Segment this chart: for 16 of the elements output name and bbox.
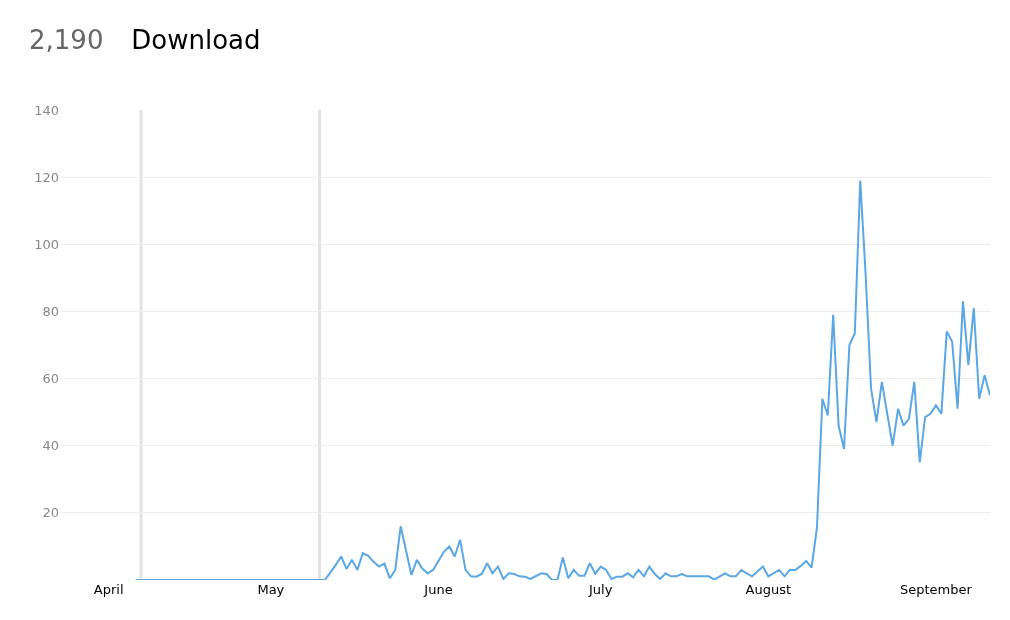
- chart-title: Download: [131, 25, 261, 56]
- x-tick-label: September: [900, 582, 973, 597]
- y-tick-label: 120: [34, 169, 59, 185]
- y-tick-label: 60: [42, 371, 59, 387]
- x-tick-label: August: [745, 582, 792, 597]
- y-tick-label: 80: [42, 303, 59, 319]
- y-tick-label: 140: [34, 102, 59, 118]
- y-tick-label: 20: [42, 505, 59, 521]
- x-tick-label: April: [93, 582, 124, 597]
- text: 2,190: [29, 25, 104, 55]
- y-tick-label: 40: [42, 438, 59, 454]
- x-tick-label: July: [588, 582, 613, 597]
- y-tick-label: 100: [34, 236, 59, 252]
- x-tick-label: June: [423, 582, 453, 597]
- x-tick-label: May: [257, 582, 285, 597]
- line-series: [134, 179, 990, 580]
